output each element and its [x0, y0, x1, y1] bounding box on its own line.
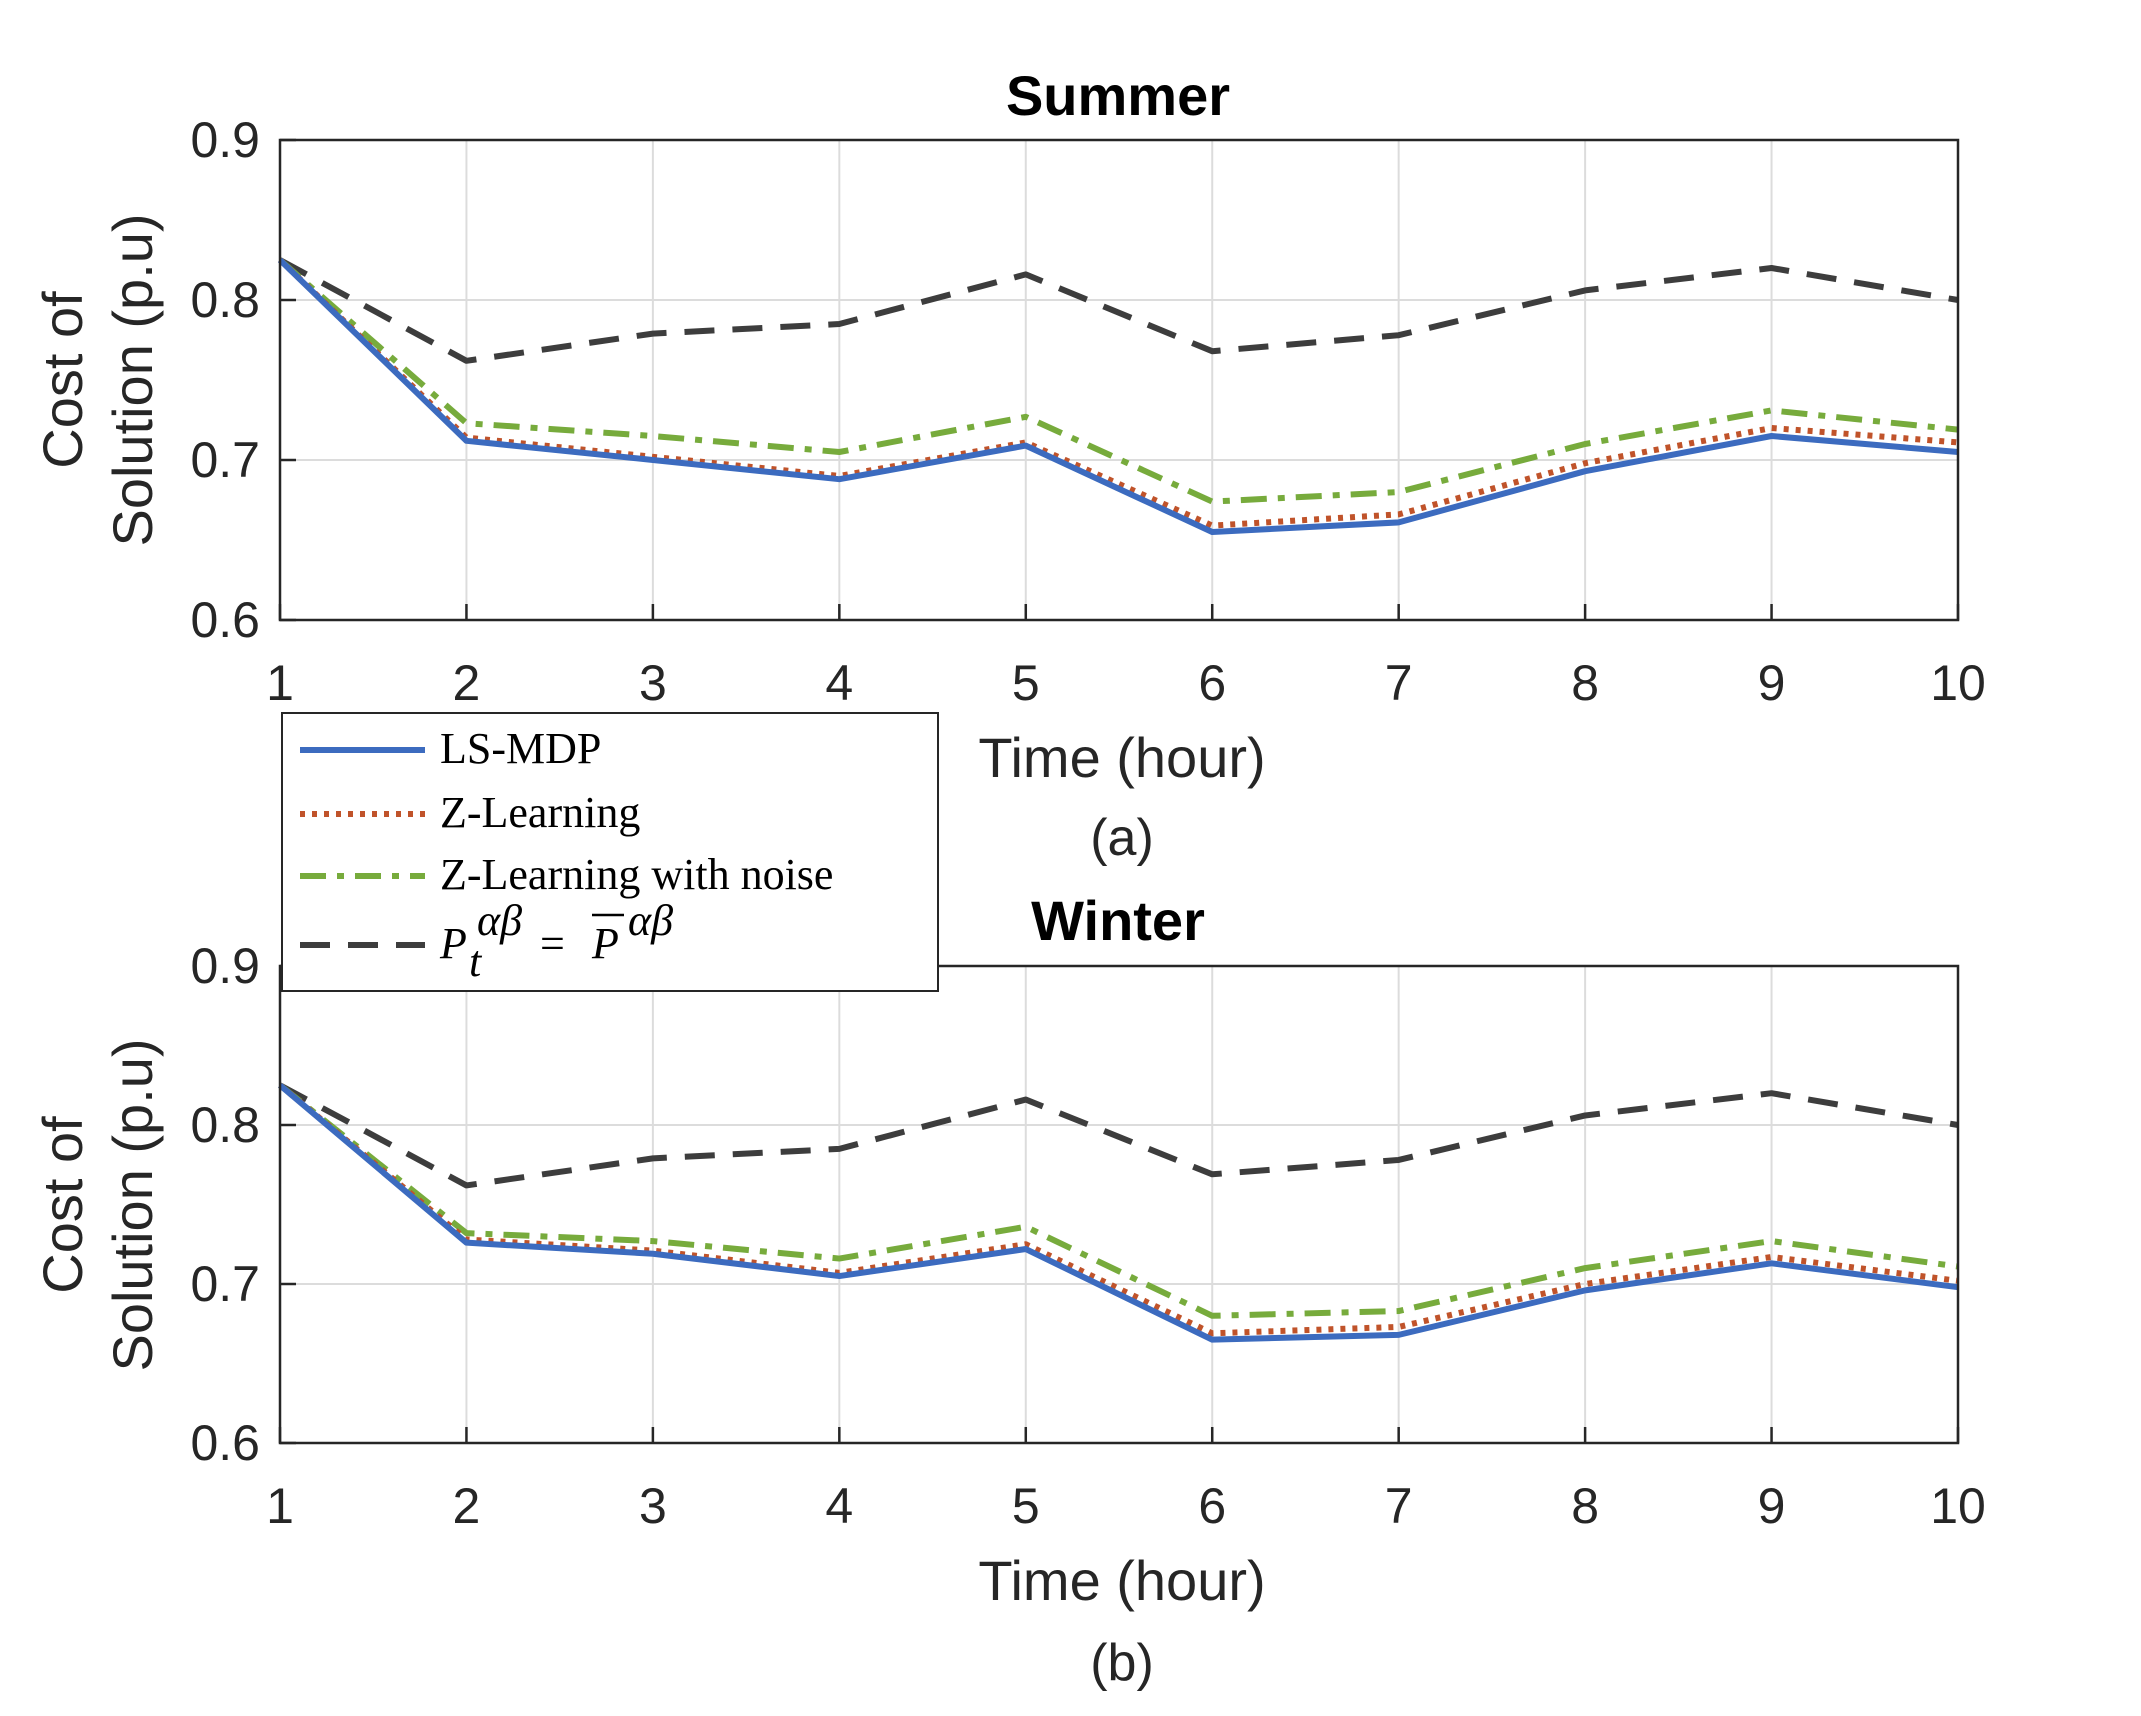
x-axis-label: Time (hour) — [978, 726, 1265, 789]
chart-panel-winter: Winter 0.60.70.80.9 1 2 3 4 5 6 7 8 9 10 Cost of … — [31, 889, 1986, 1692]
series-line-z-learning — [277, 257, 1959, 529]
x-tick-labels: 1 2 3 4 5 6 7 8 9 10 — [266, 604, 1986, 711]
legend-math-sub: t — [469, 937, 483, 986]
y-tick-label: 0.6 — [190, 1415, 260, 1471]
y-axis-label-line-2: Solution (p.u) — [101, 1038, 164, 1371]
x-tick-label: 7 — [1385, 655, 1413, 711]
series-group — [278, 1082, 1959, 1343]
x-tick-label: 1 — [266, 655, 294, 711]
x-tick-label: 8 — [1571, 1478, 1599, 1534]
y-tick-label: 0.8 — [190, 272, 260, 328]
legend-math-lhs: P — [439, 919, 467, 968]
y-tick-label: 0.6 — [190, 592, 260, 648]
series-group — [277, 257, 1959, 535]
x-tick-label: 5 — [1012, 655, 1040, 711]
x-axis-label: Time (hour) — [978, 1549, 1265, 1612]
y-tick-labels: 0.6 0.7 0.8 0.9 — [190, 938, 296, 1471]
y-tick-labels: 0.6 0.7 0.8 0.9 — [190, 112, 296, 648]
x-tick-labels: 1 2 3 4 5 6 7 8 9 10 — [266, 1427, 1986, 1534]
legend-box — [281, 712, 939, 992]
x-tick-label: 2 — [453, 655, 481, 711]
legend-label-z-learning-noise: Z-Learning with noise — [440, 850, 833, 899]
y-axis-label-line-2: Solution (p.u) — [101, 213, 164, 546]
x-tick-label: 9 — [1758, 655, 1786, 711]
legend-math-rhs: P — [591, 919, 619, 968]
panel-caption: (b) — [1090, 1634, 1154, 1692]
y-axis-label-line-1: Cost of — [31, 291, 94, 469]
y-tick-label: 0.8 — [190, 1097, 260, 1153]
x-tick-label: 6 — [1198, 1478, 1226, 1534]
series-line-p-t-p — [278, 1082, 1959, 1189]
panel-caption: (a) — [1090, 809, 1154, 867]
y-tick-label: 0.9 — [190, 112, 260, 168]
chart-panel-summer: Summer 0.60.70.80.9 1 2 3 4 5 6 7 8 9 10 Cost of … — [31, 64, 1986, 867]
series-line-z-learning-with-noise — [278, 1082, 1959, 1319]
legend-math-sup-lhs: αβ — [477, 896, 522, 945]
series-line-ls-mdp — [278, 1082, 1959, 1343]
legend-label-constant-p: P αβ t = P αβ — [439, 896, 673, 986]
legend-label-z-learning: Z-Learning — [440, 788, 640, 837]
y-tick-label: 0.7 — [190, 1256, 260, 1312]
x-tick-label: 3 — [639, 655, 667, 711]
legend: LS-MDP Z-Learning Z-Learning with noise … — [281, 712, 939, 992]
legend-math-sup-rhs: αβ — [628, 896, 673, 945]
x-tick-label: 6 — [1198, 655, 1226, 711]
series-line-p-t-p — [278, 257, 1959, 364]
x-tick-label: 7 — [1385, 1478, 1413, 1534]
chart-title: Winter — [1031, 889, 1205, 952]
series-line-ls-mdp — [277, 257, 1959, 535]
axes-box — [278, 138, 1960, 622]
series-line-z-learning-with-noise — [278, 257, 1959, 505]
y-axis-label-line-1: Cost of — [31, 1116, 94, 1294]
x-tick-label: 10 — [1930, 1478, 1986, 1534]
x-tick-label: 4 — [825, 655, 853, 711]
x-tick-label: 8 — [1571, 655, 1599, 711]
x-tick-label: 5 — [1012, 1478, 1040, 1534]
legend-math-eq: = — [540, 919, 565, 968]
x-tick-label: 9 — [1758, 1478, 1786, 1534]
x-tick-label: 2 — [453, 1478, 481, 1534]
y-tick-label: 0.9 — [190, 938, 260, 994]
axes-box — [278, 964, 1960, 1445]
chart-title: Summer — [1006, 64, 1230, 127]
y-tick-label: 0.7 — [190, 432, 260, 488]
x-tick-label: 3 — [639, 1478, 667, 1534]
x-tick-label: 10 — [1930, 655, 1986, 711]
x-tick-label: 1 — [266, 1478, 294, 1534]
legend-label-ls-mdp: LS-MDP — [440, 724, 601, 773]
x-tick-label: 4 — [825, 1478, 853, 1534]
